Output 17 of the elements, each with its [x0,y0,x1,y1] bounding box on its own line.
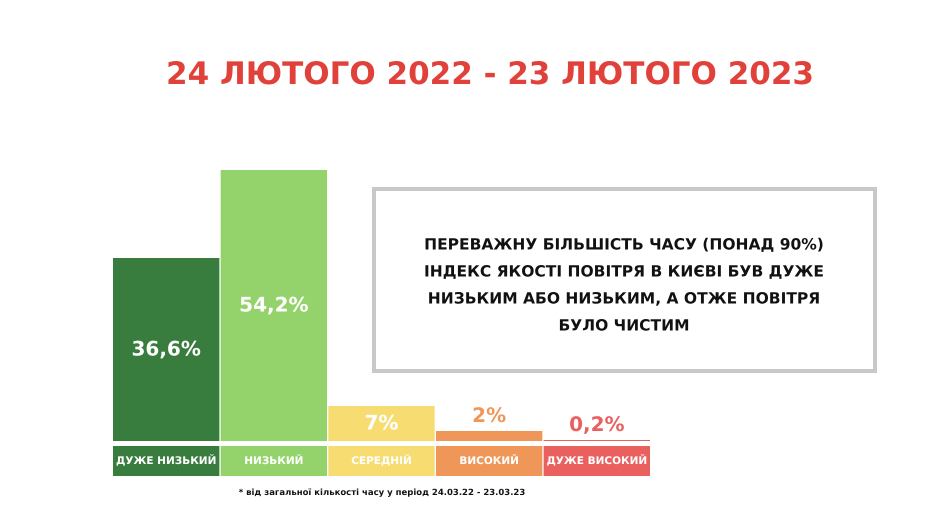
bar [436,431,542,441]
data-label: 36,6% [131,336,201,360]
text: * від загальної кількості часу у період 24.03.22 - 23.03.23 [238,488,526,498]
bar [220,170,328,441]
x-tick-label: ВИСОКИЙ [459,454,519,467]
data-label: 2% [472,403,506,427]
bar [113,258,220,441]
x-tick-label: СЕРЕДНІЙ [351,454,412,467]
data-label: 0,2% [569,412,625,436]
x-tick-label: ДУЖЕ НИЗЬКИЙ [116,454,216,467]
chart-title: 24 ЛЮТОГО 2022 - 23 ЛЮТОГО 2023 [166,56,814,92]
x-tick-label: ДУЖЕ ВИСОКИЙ [546,454,648,467]
x-tick-label: НИЗЬКИЙ [244,454,304,467]
bar [328,406,435,441]
data-label: 7% [364,410,398,434]
data-label: 54,2% [239,292,309,316]
annotation: ПЕРЕВАЖНУ БІЛЬШІСТЬ ЧАСУ (ПОНАД 90%) ІНДЕКС ЯКОСТІ ПОВІТРЯ В КИЄВІ БУВ ДУЖЕ НИЗЬКИМ АБО НИЗЬКИМ, А ОТЖЕ ПОВІТРЯ БУЛО ЧИСТИМ [424,236,824,334]
